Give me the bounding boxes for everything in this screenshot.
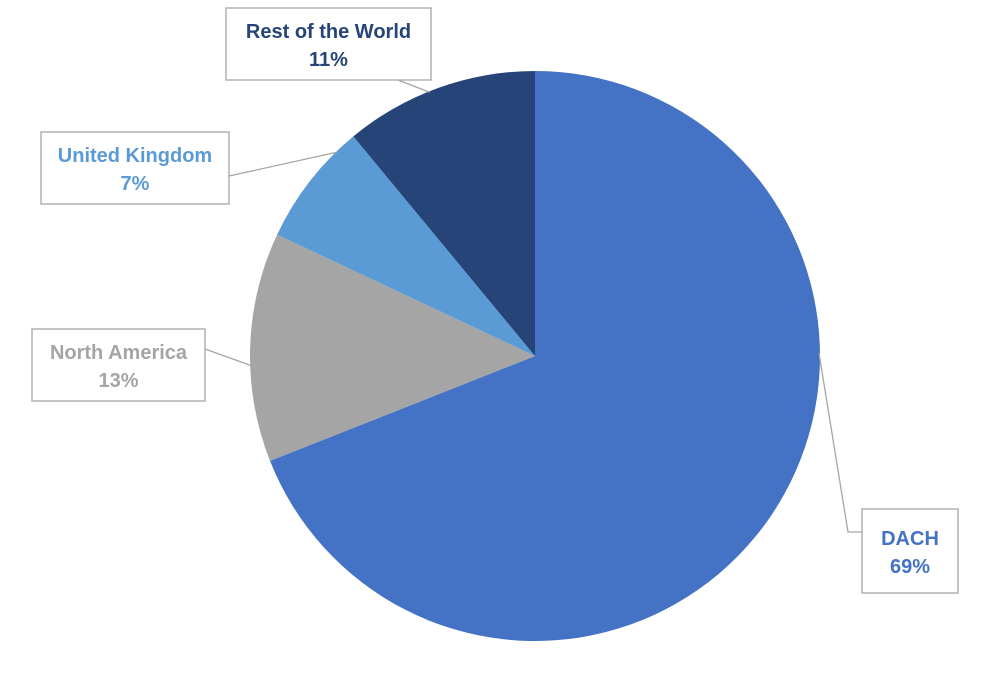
- leader-line-dach: [818, 353, 862, 533]
- category-label-rest-of-the-world: Rest of the World: [246, 21, 411, 43]
- data-label-callouts: DACH 69% North America 13% United Kingdom 7% R…: [31, 7, 959, 594]
- pie-slices: [250, 71, 821, 641]
- pie-slice-united-kingdom: [277, 136, 535, 356]
- callout-north-america: North America 13%: [31, 328, 206, 402]
- callout-box-dach: [861, 508, 959, 594]
- category-label-north-america: North America: [50, 342, 188, 364]
- callout-box-rest-of-the-world: [225, 7, 432, 81]
- callout-united-kingdom: United Kingdom 7%: [40, 131, 230, 205]
- value-label-dach: 69%: [890, 556, 930, 578]
- callout-box-united-kingdom: [40, 131, 230, 205]
- value-label-north-america: 13%: [98, 370, 138, 392]
- callout-dach: DACH 69%: [861, 508, 959, 594]
- value-label-rest-of-the-world: 11%: [309, 49, 348, 71]
- leader-line-north-america: [204, 348, 252, 367]
- pie-slice-dach: [270, 71, 821, 641]
- pie-slice-north-america: [250, 234, 536, 461]
- category-label-dach: DACH: [881, 528, 939, 550]
- category-label-united-kingdom: United Kingdom: [58, 145, 212, 167]
- callout-box-north-america: [31, 328, 206, 402]
- callout-rest-of-the-world: Rest of the World 11%: [225, 7, 432, 81]
- pie-slice-rest-of-the-world: [353, 71, 535, 356]
- callout-leader-lines: [204, 79, 862, 533]
- leader-line-united-kingdom: [228, 151, 338, 177]
- leader-line-rest-of-the-world: [397, 79, 430, 93]
- value-label-united-kingdom: 7%: [121, 173, 150, 195]
